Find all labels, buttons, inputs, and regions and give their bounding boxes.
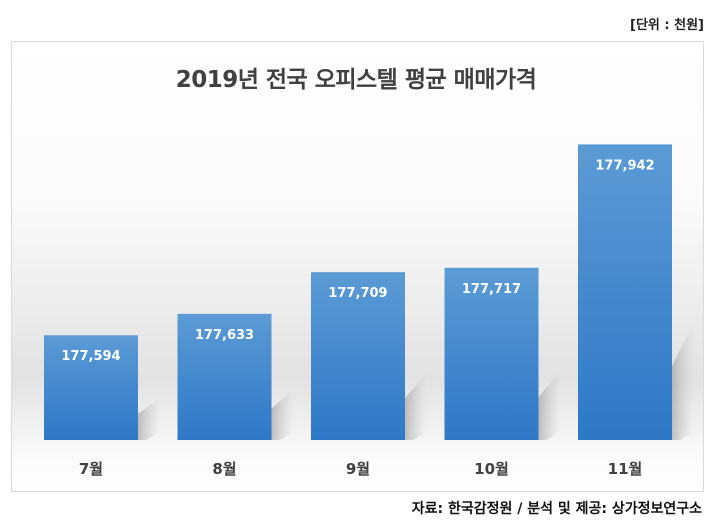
- bar-9월: [311, 272, 405, 440]
- x-tick-label: 10월: [474, 460, 509, 478]
- bar-8월: [177, 313, 272, 440]
- bar-11월: [578, 144, 672, 440]
- bar-7월: [44, 335, 138, 440]
- data-label: 177,709: [328, 286, 387, 301]
- x-tick-label: 11월: [608, 460, 643, 478]
- data-label: 177,633: [195, 328, 254, 343]
- bar-shadow: [138, 398, 160, 440]
- bar-shadow: [405, 372, 427, 440]
- source-note: 자료: 한국감정원 / 분석 및 제공: 상가정보연구소: [411, 501, 702, 517]
- bar-shadow: [672, 321, 694, 440]
- bar-shadow: [538, 371, 561, 440]
- data-label: 177,594: [61, 349, 120, 364]
- bar-shadow: [271, 389, 294, 440]
- unit-label: [단위 : 천원]: [630, 18, 704, 33]
- x-tick-label: 7월: [79, 460, 103, 478]
- x-tick-label: 8월: [212, 460, 236, 478]
- x-tick-label: 9월: [346, 460, 370, 478]
- data-label: 177,942: [595, 158, 654, 173]
- chart-title: 2019년 전국 오피스텔 평균 매매가격: [175, 67, 537, 93]
- bar-10월: [444, 267, 539, 440]
- data-label: 177,717: [462, 282, 521, 297]
